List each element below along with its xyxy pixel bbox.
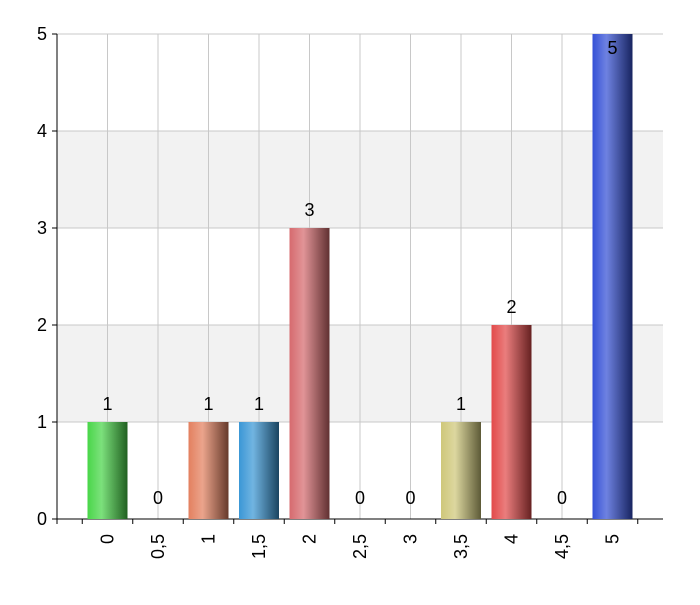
- bar: [491, 325, 532, 519]
- bar: [188, 422, 229, 519]
- bar: [441, 422, 481, 519]
- x-tick-label: 0,5: [148, 534, 168, 559]
- x-tick-label: 1: [199, 534, 219, 544]
- data-label: 1: [254, 394, 264, 414]
- x-tick-label: 2: [300, 534, 320, 544]
- x-tick-label: 5: [603, 534, 623, 544]
- data-label: 0: [355, 488, 365, 508]
- y-tick-labels: 0 1 2 3 4 5: [37, 24, 47, 529]
- data-labels: 1 0 1 1 3 0 0 1 2 0 5: [102, 38, 617, 508]
- data-label: 1: [456, 394, 466, 414]
- x-tick-label: 2,5: [350, 534, 370, 559]
- x-tick-label: 0: [98, 534, 118, 544]
- grid-lines: [57, 33, 663, 520]
- y-tick-label: 5: [37, 24, 47, 44]
- data-label: 2: [506, 297, 516, 317]
- y-tick-label: 4: [37, 121, 47, 141]
- data-label: 3: [304, 200, 314, 220]
- y-tick-label: 3: [37, 218, 47, 238]
- data-label: 5: [607, 38, 617, 58]
- x-tick-label: 4,5: [552, 534, 572, 559]
- y-tick-label: 1: [37, 412, 47, 432]
- x-tick-labels: 0 0,5 1 1,5 2 2,5 3 3,5 4 4,5 5: [98, 534, 623, 559]
- x-tick-label: 1,5: [249, 534, 269, 559]
- axes: [52, 33, 663, 524]
- data-label: 1: [102, 394, 112, 414]
- data-label: 0: [557, 488, 567, 508]
- bar: [592, 34, 633, 519]
- bar: [239, 422, 279, 519]
- x-tick-label: 3,5: [451, 534, 471, 559]
- x-tick-label: 3: [401, 534, 421, 544]
- bar-series: [87, 34, 633, 519]
- y-tick-label: 0: [37, 509, 47, 529]
- y-tick-label: 2: [37, 315, 47, 335]
- data-label: 0: [405, 488, 415, 508]
- data-label: 1: [203, 394, 213, 414]
- bar: [87, 422, 128, 519]
- x-tick-label: 4: [502, 534, 522, 544]
- bar: [289, 228, 330, 519]
- data-label: 0: [153, 488, 163, 508]
